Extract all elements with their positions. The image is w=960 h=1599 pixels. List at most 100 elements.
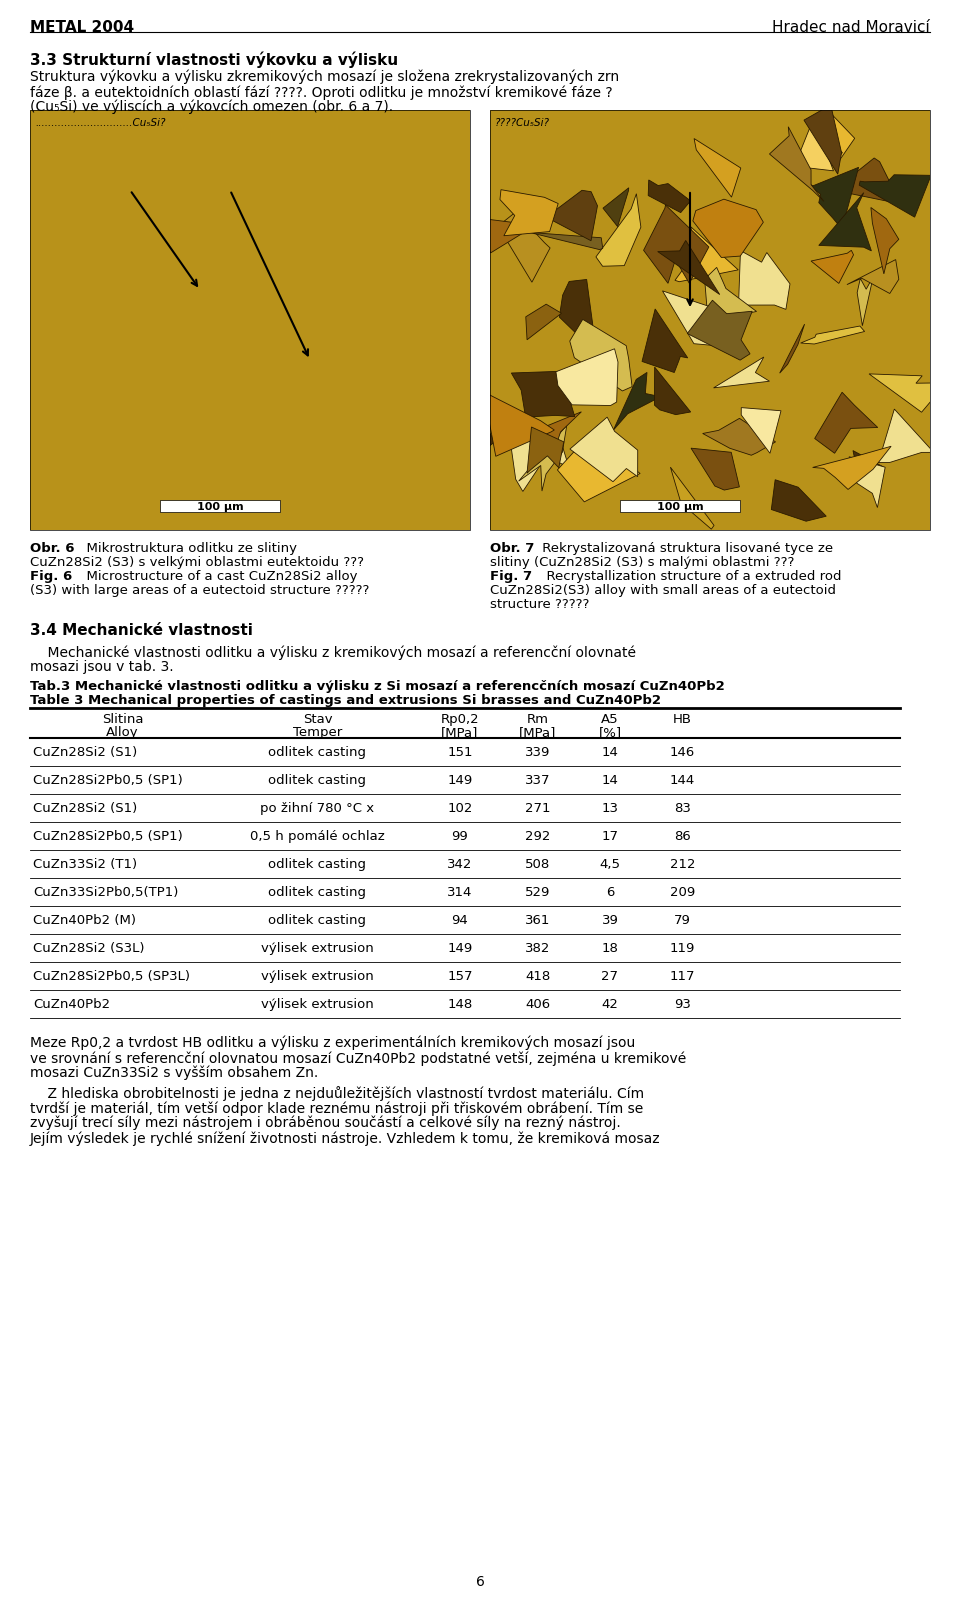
Text: výlisek extrusion: výlisek extrusion [261,998,373,1011]
Polygon shape [529,232,603,249]
Polygon shape [135,254,226,337]
Text: 149: 149 [447,774,472,787]
Text: CuZn33Si2Pb0,5(TP1): CuZn33Si2Pb0,5(TP1) [33,886,179,899]
Text: Mikrostruktura odlitku ze slitiny: Mikrostruktura odlitku ze slitiny [78,542,297,555]
Polygon shape [819,192,872,251]
Text: CuZn28Si2Pb0,5 (SP1): CuZn28Si2Pb0,5 (SP1) [33,774,182,787]
Polygon shape [527,427,564,473]
Text: 292: 292 [525,830,550,843]
Text: 100 μm: 100 μm [197,502,243,512]
Bar [490,110,930,529]
Polygon shape [166,457,224,547]
Text: odlitek casting: odlitek casting [269,747,367,760]
Polygon shape [390,448,482,555]
Text: 86: 86 [674,830,691,843]
Text: výlisek extrusion: výlisek extrusion [261,942,373,955]
Text: 94: 94 [451,915,468,927]
Polygon shape [811,251,853,283]
Polygon shape [570,320,632,390]
Polygon shape [358,430,439,553]
Polygon shape [237,248,358,366]
Polygon shape [869,374,947,413]
Text: CuZn28Si2 (S1): CuZn28Si2 (S1) [33,803,137,815]
Polygon shape [771,480,827,521]
Polygon shape [670,467,714,529]
Polygon shape [84,101,180,201]
Text: 529: 529 [525,886,550,899]
Polygon shape [509,432,569,491]
Polygon shape [474,219,536,253]
Polygon shape [613,373,660,430]
Polygon shape [642,309,687,373]
Text: 361: 361 [525,915,550,927]
Text: 99: 99 [451,830,468,843]
Text: CuZn33Si2 (T1): CuZn33Si2 (T1) [33,859,137,871]
Polygon shape [1,283,101,345]
Text: [MPa]: [MPa] [518,726,556,739]
Text: Fig. 7: Fig. 7 [490,569,532,584]
Text: 339: 339 [525,747,550,760]
Text: ????Cu₅Si?: ????Cu₅Si? [495,118,550,128]
Polygon shape [805,168,858,229]
Polygon shape [804,106,842,174]
Text: Fig. 6: Fig. 6 [30,569,72,584]
Text: 93: 93 [674,998,691,1011]
Polygon shape [741,408,781,453]
Text: odlitek casting: odlitek casting [269,915,367,927]
Text: 212: 212 [670,859,695,871]
Polygon shape [94,353,135,448]
Polygon shape [643,205,708,283]
Polygon shape [253,182,318,318]
Text: Tab.3 Mechanické vlastnosti odlitku a výlisku z Si mosazí a referencčních mosazí: Tab.3 Mechanické vlastnosti odlitku a vý… [30,680,725,692]
Polygon shape [558,425,640,502]
Text: mosazi jsou v tab. 3.: mosazi jsou v tab. 3. [30,660,174,675]
Polygon shape [586,341,616,397]
Text: Rp0,2: Rp0,2 [441,713,479,726]
Polygon shape [675,227,738,281]
Text: 314: 314 [447,886,472,899]
Polygon shape [801,125,843,171]
Polygon shape [252,125,324,225]
Text: Temper: Temper [293,726,342,739]
Polygon shape [859,174,931,217]
Text: fáze β. a eutektoidních oblastí fází ?​?​?​?​. Oproti odlitku je množství kremik: fáze β. a eutektoidních oblastí fází ?​?… [30,85,612,99]
Text: 39: 39 [602,915,618,927]
Text: Rm: Rm [526,713,548,726]
Polygon shape [105,166,235,275]
Polygon shape [386,357,495,451]
Polygon shape [815,392,877,453]
Text: 13: 13 [602,803,618,815]
Polygon shape [596,193,641,267]
Bar [160,500,280,512]
Polygon shape [489,211,550,281]
Text: odlitek casting: odlitek casting [269,886,367,899]
Text: 149: 149 [447,942,472,955]
Text: 27: 27 [602,971,618,983]
Polygon shape [33,454,116,534]
Polygon shape [687,301,753,360]
Polygon shape [878,409,937,462]
Text: Jejím výsledek je rychlé snížení životnosti nástroje. Vzhledem k tomu, že kremik: Jejím výsledek je rychlé snížení životno… [30,1130,660,1145]
Polygon shape [286,369,368,478]
Polygon shape [847,158,902,208]
Polygon shape [804,107,854,166]
Polygon shape [300,336,389,417]
Text: slitiny (CuZn28Si2 (S3) s malými oblastmi ?​?​?: slitiny (CuZn28Si2 (S3) s malými oblastm… [490,556,794,569]
Polygon shape [738,251,790,309]
Text: po žihní 780 °C x: po žihní 780 °C x [260,803,374,815]
Text: výlisek extrusion: výlisek extrusion [261,971,373,983]
Polygon shape [698,285,725,334]
Text: 42: 42 [602,998,618,1011]
Polygon shape [853,451,883,484]
Polygon shape [96,235,199,325]
Text: 119: 119 [670,942,695,955]
Polygon shape [812,446,891,489]
Polygon shape [850,457,885,507]
Text: mosazi CuZn33Si2 s vyšším obsahem Zn.: mosazi CuZn33Si2 s vyšším obsahem Zn. [30,1067,319,1081]
Text: Mechanické vlastnosti odlitku a výlisku z kremikových mosazí a referencční olovn: Mechanické vlastnosti odlitku a výlisku … [30,644,636,659]
Text: 102: 102 [447,803,472,815]
Text: 83: 83 [674,803,691,815]
Text: Obr. 7: Obr. 7 [490,542,535,555]
Polygon shape [484,392,554,456]
Polygon shape [317,283,445,315]
